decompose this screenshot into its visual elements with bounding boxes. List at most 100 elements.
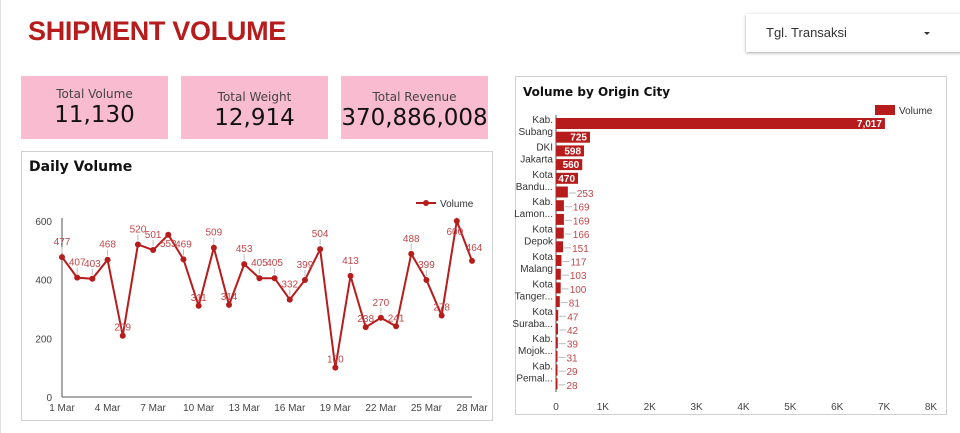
- date-filter-dropdown[interactable]: Tgl. Transaksi: [746, 14, 960, 52]
- category-label: Bandu...: [516, 182, 553, 193]
- data-point: [256, 275, 263, 282]
- data-label: 209: [114, 323, 131, 334]
- category-label: Jakarta: [520, 154, 553, 165]
- data-label: 501: [145, 230, 162, 241]
- bar-value-label: 725: [570, 133, 587, 144]
- x-tick-label: 4 Mar: [95, 403, 121, 414]
- data-point: [195, 302, 202, 309]
- category-label: Depok: [524, 237, 554, 248]
- date-filter-label: Tgl. Transaksi: [766, 25, 847, 40]
- y-tick-label: 0: [46, 393, 52, 404]
- bar-value-label: 28: [567, 381, 579, 392]
- kpi-label: Total Volume: [56, 87, 133, 101]
- daily-volume-panel: Daily Volume: [21, 151, 493, 421]
- data-label: 477: [54, 237, 71, 248]
- bar-value-label: 169: [573, 216, 590, 227]
- legend-swatch-volume: [875, 105, 895, 115]
- category-label: DKI: [536, 142, 553, 153]
- data-label: 464: [466, 243, 483, 254]
- data-label: 407: [69, 258, 86, 269]
- data-point: [180, 256, 187, 263]
- x-tick-label: 8K: [925, 402, 938, 413]
- bar: [556, 282, 561, 294]
- x-tick-label: 10 Mar: [183, 403, 215, 414]
- bar: [556, 241, 564, 253]
- data-label: 405: [266, 258, 283, 269]
- bar: [556, 186, 568, 198]
- data-label: 100: [327, 355, 344, 366]
- x-tick-label: 25 Mar: [411, 403, 443, 414]
- data-point: [438, 312, 445, 319]
- category-label: Kab.: [532, 197, 553, 208]
- bar: [556, 255, 562, 266]
- data-label: 399: [297, 260, 314, 271]
- category-label: Kota: [532, 307, 553, 318]
- data-label: 314: [221, 292, 238, 303]
- legend-label: Volume: [440, 199, 474, 210]
- data-label: 600: [446, 227, 463, 238]
- bar: [556, 200, 564, 212]
- data-point: [119, 332, 126, 339]
- data-point: [271, 275, 278, 282]
- x-tick-label: 16 Mar: [274, 403, 306, 414]
- category-label: Kab.: [532, 362, 553, 373]
- page-title: SHIPMENT VOLUME: [28, 16, 287, 46]
- data-label: 241: [388, 313, 405, 324]
- category-label: Malang: [520, 264, 553, 275]
- x-tick-label: 13 Mar: [229, 403, 261, 414]
- x-tick-label: 2K: [644, 402, 657, 413]
- kpi-label: Total Revenue: [372, 90, 457, 104]
- data-label: 405: [251, 258, 268, 269]
- category-label: Kab.: [532, 334, 553, 345]
- data-label: 332: [281, 280, 298, 291]
- kpi-value: 370,886,008: [341, 105, 488, 131]
- bar-value-label: 169: [573, 203, 590, 214]
- page-edge: [0, 0, 1, 433]
- x-tick-label: 0: [553, 402, 559, 413]
- bar-value-label: 29: [567, 367, 579, 378]
- x-tick-label: 7K: [878, 402, 891, 413]
- data-point: [301, 276, 308, 283]
- bar-value-label: 81: [569, 299, 581, 310]
- bar: [556, 227, 564, 239]
- category-label: Kota: [532, 279, 553, 290]
- bar: [556, 323, 558, 335]
- data-label: 469: [175, 239, 192, 250]
- bar-value-label: 470: [558, 174, 575, 185]
- x-tick-label: 4K: [737, 402, 750, 413]
- data-point: [362, 324, 369, 331]
- data-label: 520: [130, 224, 147, 235]
- data-point: [226, 301, 233, 308]
- data-label: 488: [403, 234, 420, 245]
- data-point: [59, 254, 65, 261]
- data-point: [210, 244, 217, 251]
- data-point: [317, 246, 324, 253]
- bar-value-label: 117: [570, 258, 586, 269]
- data-point: [165, 231, 172, 238]
- legend-marker-volume: [423, 200, 429, 206]
- x-tick-label: 1 Mar: [49, 403, 75, 414]
- y-tick-label: 200: [35, 334, 52, 345]
- kpi-label: Total Weight: [217, 90, 292, 104]
- data-point: [453, 218, 460, 224]
- series-line-volume: [61, 217, 473, 368]
- category-label: Tanger...: [515, 291, 553, 302]
- daily-volume-chart: 0 200 400 600 1 Mar 4 Mar 7 Mar 10 Mar 13 Mar 16 …: [35, 199, 488, 414]
- bar-value-label: 166: [573, 230, 590, 241]
- data-point: [469, 257, 475, 264]
- data-label: 399: [418, 260, 435, 271]
- data-label: 553: [160, 239, 177, 250]
- data-point: [74, 274, 81, 281]
- chart-title: Volume by Origin City: [523, 85, 671, 99]
- data-point: [377, 314, 384, 321]
- category-label: Lamon...: [514, 209, 553, 220]
- bar-value-label: 42: [567, 326, 579, 337]
- bar: [556, 337, 558, 349]
- data-point: [89, 275, 96, 282]
- category-label: Mojok...: [518, 346, 553, 357]
- bar: [556, 118, 885, 129]
- bar-value-label: 560: [563, 160, 580, 171]
- data-point: [332, 364, 339, 371]
- bar: [556, 159, 583, 171]
- bar: [556, 364, 558, 376]
